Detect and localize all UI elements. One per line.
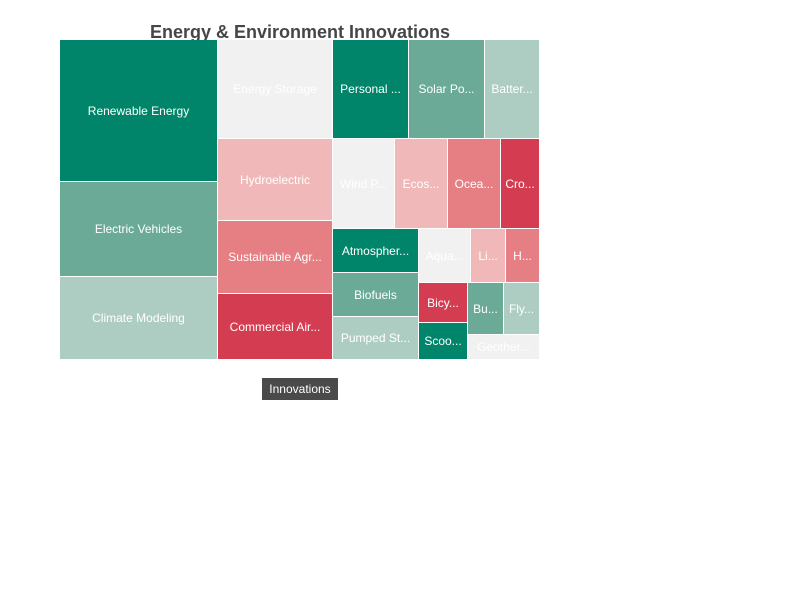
treemap-cell[interactable]: Pumped St...: [333, 317, 419, 360]
treemap-cell-label: Climate Modeling: [92, 311, 185, 325]
treemap-cell-label: Ocea...: [454, 176, 494, 191]
treemap-cell[interactable]: Ecos...: [395, 139, 448, 229]
treemap-cell-label: Atmospher...: [341, 243, 410, 258]
treemap-cell-label: Energy Storage: [233, 82, 317, 96]
treemap-cell[interactable]: Ocea...: [448, 139, 501, 229]
treemap-cell-label: Li...: [478, 248, 498, 263]
treemap-cell-label: Geother...: [477, 340, 530, 354]
treemap-cell[interactable]: Energy Storage: [218, 40, 333, 139]
treemap-cell-label: H...: [513, 248, 532, 263]
treemap-cell-label: Renewable Energy: [87, 103, 190, 118]
treemap-cell[interactable]: Hydroelectric: [218, 139, 333, 221]
treemap-cell[interactable]: Biofuels: [333, 273, 419, 317]
treemap-cell-label: Scoo...: [424, 334, 462, 348]
treemap-cell-label: Solar Po...: [418, 82, 475, 96]
treemap-cell[interactable]: Geother...: [468, 335, 540, 360]
treemap-cell[interactable]: Fly...: [504, 283, 540, 335]
treemap-cell-label: Electric Vehicles: [94, 222, 183, 236]
treemap-cell[interactable]: Batter...: [485, 40, 540, 139]
treemap-cell[interactable]: Commercial Air...: [218, 294, 333, 360]
treemap-cell-label: Pumped St...: [340, 331, 411, 345]
treemap-cell-label: Fly...: [508, 301, 535, 316]
treemap-cell-label: Personal ...: [340, 82, 401, 96]
treemap-cell[interactable]: Electric Vehicles: [60, 182, 218, 277]
treemap-cell[interactable]: Renewable Energy: [60, 40, 218, 182]
treemap-cell[interactable]: Personal ...: [333, 40, 409, 139]
treemap-cell[interactable]: Aqua...: [419, 229, 471, 283]
treemap-cell[interactable]: Scoo...: [419, 323, 468, 360]
breadcrumb-root[interactable]: Innovations: [262, 378, 338, 400]
treemap: Renewable Energy Electric Vehicles Climate…: [60, 40, 540, 360]
treemap-cell-label: Ecos...: [402, 176, 440, 191]
treemap-cell[interactable]: Atmospher...: [333, 229, 419, 273]
treemap-cell-label: Bu...: [473, 301, 498, 316]
treemap-cell-label: Sustainable Agr...: [228, 250, 322, 264]
treemap-cell-label: Bicy...: [427, 295, 459, 310]
treemap-cell[interactable]: Climate Modeling: [60, 277, 218, 360]
treemap-cell-label: Cro...: [505, 176, 535, 191]
treemap-cell-label: Commercial Air...: [229, 319, 321, 334]
treemap-cell[interactable]: Sustainable Agr...: [218, 221, 333, 294]
treemap-cell[interactable]: Bicy...: [419, 283, 468, 323]
treemap-cell-label: Aqua...: [425, 248, 464, 263]
treemap-cell[interactable]: Li...: [471, 229, 506, 283]
treemap-cell[interactable]: Bu...: [468, 283, 504, 335]
treemap-cell-label: Hydroelectric: [239, 172, 311, 187]
treemap-cell-label: Biofuels: [354, 287, 397, 302]
treemap-cell[interactable]: H...: [506, 229, 540, 283]
treemap-cell[interactable]: Cro...: [501, 139, 540, 229]
treemap-cell[interactable]: Wind P...: [333, 139, 395, 229]
treemap-cell-label: Batter...: [491, 82, 533, 96]
chart-title: Energy & Environment Innovations: [149, 22, 451, 42]
treemap-cell[interactable]: Solar Po...: [409, 40, 485, 139]
treemap-cell-label: Wind P...: [339, 176, 388, 191]
